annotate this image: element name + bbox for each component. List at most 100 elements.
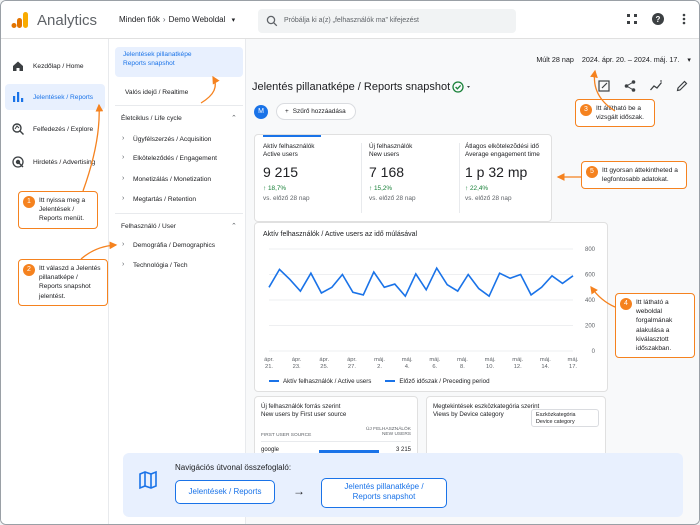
kpi-delta: ↑ 18,7% xyxy=(263,185,287,192)
subnav-item-acquisition[interactable]: Ügyfélszerzés / Acquisition xyxy=(133,136,212,143)
kpi-delta: ↑ 22,4% xyxy=(465,185,489,192)
x-tick-label: 23. xyxy=(293,364,301,370)
summary-title: Navigációs útvonal összefoglaló: xyxy=(175,463,292,472)
callout-number: 5 xyxy=(586,166,598,178)
x-tick-label: máj. xyxy=(568,357,579,363)
subnav-item-realtime[interactable]: Valós idejű / Realtime xyxy=(125,89,189,96)
search-icon xyxy=(266,15,278,27)
subnav-section-user[interactable]: Felhasználó / User xyxy=(121,223,176,230)
bar-chart-icon xyxy=(13,92,24,102)
chevron-right-icon: › xyxy=(122,195,125,202)
x-tick-label: 12. xyxy=(514,364,522,370)
table-cell-source: google xyxy=(261,447,280,453)
x-tick-label: ápr. xyxy=(264,357,274,363)
rail-item-explore[interactable]: Felfedezés / Explore xyxy=(5,116,105,142)
divider xyxy=(261,441,411,442)
subnav-item-reports-snapshot[interactable]: Jelentések pillanatképe Reports snapshot xyxy=(115,47,243,77)
table-title-line: Új felhasználók forrás szerint xyxy=(261,403,341,410)
search-bar[interactable]: Próbálja ki a(z) „felhasználók ma” kifej… xyxy=(258,9,516,33)
plus-icon: + xyxy=(285,108,289,115)
subnav-item-engagement[interactable]: Elköteleződés / Engagement xyxy=(133,155,217,162)
x-tick-label: 27. xyxy=(348,364,356,370)
customize-report-icon[interactable] xyxy=(597,79,611,93)
subnav-item-label: Reports snapshot xyxy=(123,59,175,67)
table-column-header: ÚJ FELHASZNÁLÓK NEW USERS xyxy=(365,427,411,437)
date-range-value: 2024. ápr. 20. – 2024. máj. 17. xyxy=(581,55,680,64)
apps-grid-icon[interactable] xyxy=(625,12,639,26)
divider xyxy=(115,213,243,214)
kpi-delta: ↑ 15,2% xyxy=(369,185,393,192)
callout-text: Itt állítható be a vizsgált időszak. xyxy=(596,105,645,122)
callout-text: Itt nyissa meg a Jelentések / Reports me… xyxy=(39,197,86,223)
kpi-label-en: Average engagement time xyxy=(465,151,540,158)
insights-icon[interactable] xyxy=(649,79,663,93)
chevron-right-icon: › xyxy=(162,15,166,24)
top-icons: ? xyxy=(625,12,691,26)
y-tick-label: 400 xyxy=(585,298,596,304)
subnav-item-demographics[interactable]: Demográfia / Demographics xyxy=(133,242,216,249)
rail-item-label: Hirdetés / Advertising xyxy=(33,158,96,166)
analytics-logo-icon xyxy=(11,12,28,28)
y-tick-label: 200 xyxy=(585,324,596,330)
check-circle-icon[interactable] xyxy=(452,81,474,93)
rail-item-advertising[interactable]: Hirdetés / Advertising xyxy=(5,149,105,175)
ads-icon xyxy=(12,156,24,168)
callout-text: Itt válaszd a Jelentés pillanatképe / Re… xyxy=(39,265,101,300)
rail-item-home[interactable]: Kezdőlap / Home xyxy=(5,53,105,79)
rail-item-reports[interactable]: Jelentések / Reports xyxy=(5,84,105,110)
home-icon xyxy=(13,61,23,71)
rail-item-label: Kezdőlap / Home xyxy=(33,62,84,70)
x-tick-label: máj. xyxy=(374,357,385,363)
kpi-label: Aktív felhasználók xyxy=(263,143,315,150)
breadcrumb-step-reports[interactable]: Jelentések / Reports xyxy=(175,480,275,504)
page-title: Jelentés pillanatképe / Reports snapshot xyxy=(252,81,451,93)
divider xyxy=(361,143,362,213)
kpi-avg-engagement[interactable]: Átlagos elkötelezõdési idő Average engag… xyxy=(465,143,561,202)
y-tick-label: 600 xyxy=(585,273,596,279)
kpi-new-users[interactable]: Új felhasználók New users 7 168 ↑ 15,2% … xyxy=(369,143,465,202)
x-tick-label: 17. xyxy=(569,364,577,370)
chevron-up-icon[interactable]: ⌃ xyxy=(231,223,237,230)
account-selector[interactable]: Minden fiók › Demo Weboldal ▾ xyxy=(119,15,235,24)
subnav-section-lifecycle[interactable]: Életciklus / Life cycle xyxy=(121,115,182,122)
legend-item-previous: Előző időszak / Preceding period xyxy=(385,378,490,385)
chevron-right-icon: › xyxy=(122,241,125,248)
callout-2: 2 Itt válaszd a Jelentés pillanatképe / … xyxy=(18,259,108,306)
legend-item-current: Aktív felhasználók / Active users xyxy=(269,378,371,385)
divider xyxy=(459,143,460,213)
svg-text:?: ? xyxy=(656,15,661,24)
date-range-picker[interactable]: Múlt 28 nap 2024. ápr. 20. – 2024. máj. … xyxy=(536,55,691,64)
kpi-active-users[interactable]: Aktív felhasználók Active users 9 215 ↑ … xyxy=(263,143,359,202)
table-cell-value: 3 215 xyxy=(395,447,411,453)
report-toolbar xyxy=(597,79,689,93)
callout-5: 5 Itt gyorsan áttekintheted a legfontosa… xyxy=(581,161,687,190)
add-filter-button[interactable]: + Szűrő hozzáadása xyxy=(276,103,356,120)
share-icon[interactable] xyxy=(623,79,637,93)
subnav-item-retention[interactable]: Megtartás / Retention xyxy=(133,196,197,203)
callout-number: 2 xyxy=(23,264,35,276)
device-card-title-line: Views by Device category xyxy=(433,411,504,419)
breadcrumb-step-label: Reports snapshot xyxy=(352,492,416,502)
avatar[interactable]: M xyxy=(254,105,268,119)
callout-4: 4 Itt látható a weboldal forgalmának ala… xyxy=(615,293,695,359)
chevron-right-icon: › xyxy=(122,175,125,182)
edit-pencil-icon[interactable] xyxy=(675,79,689,93)
x-tick-label: 6. xyxy=(432,364,437,370)
more-vert-icon[interactable] xyxy=(677,12,691,26)
callout-1: 1 Itt nyissa meg a Jelentések / Reports … xyxy=(18,191,98,229)
subnav-item-monetization[interactable]: Monetizálás / Monetization xyxy=(133,176,212,183)
breadcrumb-step-reports-snapshot[interactable]: Jelentés pillanatképe / Reports snapshot xyxy=(321,478,447,508)
kpi-value: 1 p 32 mp xyxy=(465,164,528,180)
callout-number: 3 xyxy=(580,104,592,116)
y-tick-label: 0 xyxy=(592,349,596,355)
device-category-select[interactable]: Eszközkategória Device category xyxy=(531,409,599,427)
kpi-card: Aktív felhasználók Active users 9 215 ↑ … xyxy=(254,134,552,222)
chevron-right-icon: › xyxy=(122,135,125,142)
subnav-item-tech[interactable]: Technológia / Tech xyxy=(133,262,188,269)
series-line-active-users[interactable] xyxy=(268,266,574,298)
help-icon[interactable]: ? xyxy=(651,12,665,26)
map-icon xyxy=(139,470,157,490)
chevron-up-icon[interactable]: ⌃ xyxy=(231,115,237,122)
dropdown-arrow-icon: ▾ xyxy=(687,55,691,64)
x-tick-label: 8. xyxy=(460,364,465,370)
